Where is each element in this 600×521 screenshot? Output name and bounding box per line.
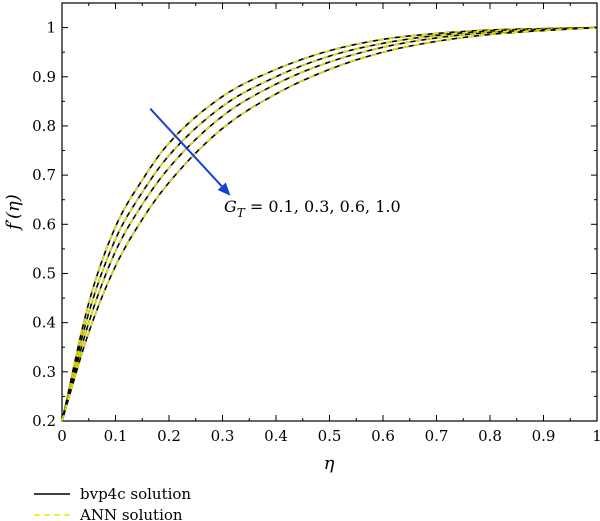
- x-axis-label: η: [324, 453, 335, 474]
- axis-ticks: 0 0.1 0.2 0.3 0.4 0.5 0.6 0.7 0.8 0.9 1 0.2 0.3 0.4 0.…: [32, 2, 600, 445]
- annotation-symbol: G: [224, 197, 237, 216]
- x-tick-label: 0.4: [264, 427, 288, 445]
- bvp4c-curve-2: [61, 26, 598, 422]
- y-tick-label: 0.9: [32, 68, 56, 86]
- annotation-text: = 0.1, 0.3, 0.6, 1.0: [245, 197, 401, 216]
- y-tick-label: 0.5: [32, 264, 56, 282]
- y-tick-label: 0.8: [32, 117, 56, 135]
- parameter-arrow: [149, 108, 231, 196]
- y-tick-label: 0.7: [32, 166, 56, 184]
- y-tick-label: 0.4: [32, 314, 56, 332]
- bvp4c-curve-1: [61, 26, 598, 422]
- legend-label-bvp4c: bvp4c solution: [80, 485, 191, 503]
- x-tick-label: 0.2: [157, 427, 181, 445]
- ann-curve-2: [61, 26, 598, 422]
- ann-curve-1: [61, 26, 598, 422]
- x-tick-label: 0.6: [371, 427, 395, 445]
- legend-label-ann: ANN solution: [79, 506, 183, 521]
- parameter-annotation: GT = 0.1, 0.3, 0.6, 1.0: [224, 197, 401, 220]
- bvp4c-curve-3: [61, 26, 598, 422]
- curves: [61, 26, 598, 422]
- x-tick-label: 0.7: [425, 427, 449, 445]
- x-tick-label: 0.5: [318, 427, 342, 445]
- x-tick-label: 0.8: [478, 427, 502, 445]
- x-tick-label: 1: [592, 427, 600, 445]
- x-tick-label: 0.1: [104, 427, 128, 445]
- x-tick-label: 0.3: [211, 427, 235, 445]
- y-tick-label: 0.3: [32, 363, 56, 381]
- bvp4c-curve-0: [61, 26, 598, 422]
- annotation-subscript: T: [237, 206, 246, 220]
- x-tick-label: 0: [57, 427, 67, 445]
- ann-curve-0: [61, 26, 598, 422]
- legend: bvp4c solution ANN solution: [34, 485, 191, 521]
- arrow-shaft: [149, 108, 223, 187]
- arrow-head: [217, 182, 231, 196]
- y-tick-label: 0.6: [32, 215, 56, 233]
- y-axis-label: f′(η): [3, 194, 24, 232]
- y-tick-label: 0.2: [32, 412, 56, 430]
- ann-curve-3: [61, 26, 598, 422]
- y-tick-label: 1: [46, 19, 56, 37]
- x-tick-label: 0.9: [532, 427, 556, 445]
